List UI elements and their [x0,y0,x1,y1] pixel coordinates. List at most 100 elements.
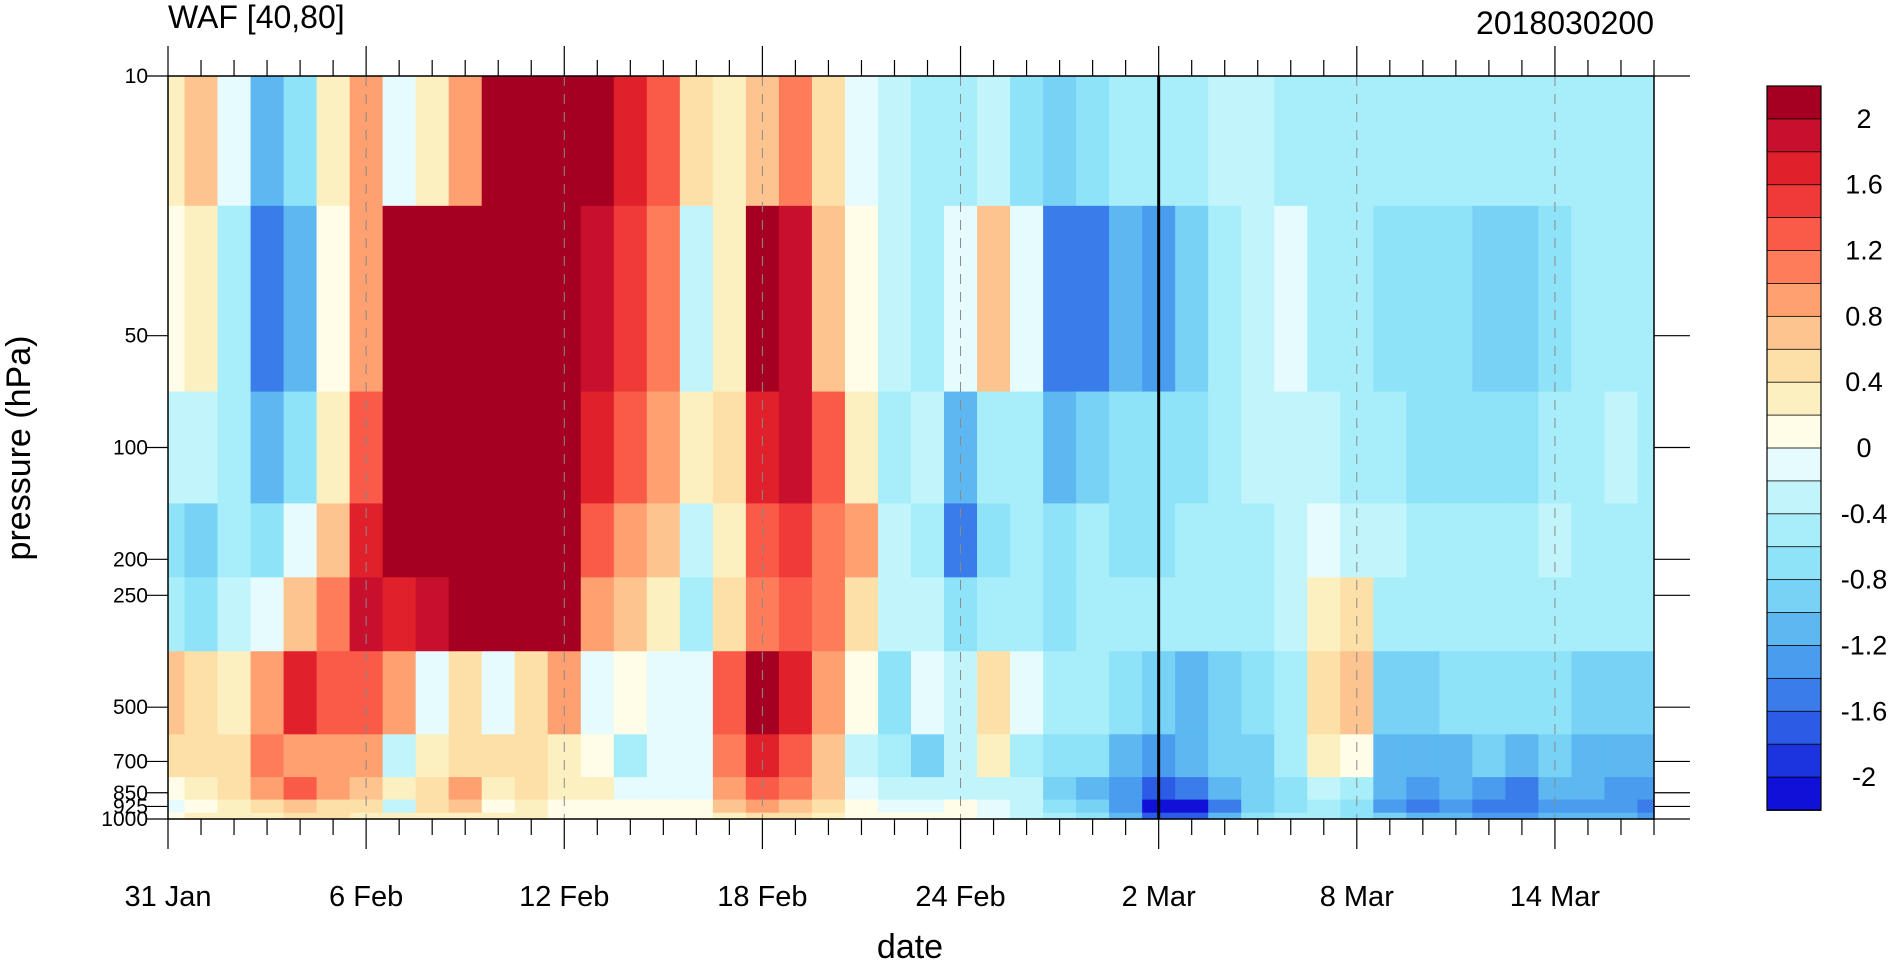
field-cell [580,734,615,778]
field-cell [1604,577,1639,652]
field-cell [1076,503,1110,578]
field-cell [844,76,879,207]
field-cell [316,812,351,820]
field-cell [1274,777,1308,801]
field-cell [646,205,681,393]
field-cell [316,76,351,207]
field-cell [1109,734,1143,778]
field-cell [1175,577,1209,652]
field-cell [1109,577,1143,652]
field-cell [349,799,384,814]
field-cell [877,577,912,652]
field-cell [1241,651,1275,735]
field-cell [1208,734,1242,778]
field-cell [1472,734,1506,778]
field-cell [168,503,186,578]
field-cell [1175,503,1209,578]
field-cell [1241,577,1275,652]
field-cell [1241,205,1275,393]
colorbar-swatch [1766,546,1822,581]
colorbar-label: 2 [1856,104,1871,134]
field-cell [415,734,450,778]
field-cell [778,777,813,801]
field-cell [844,391,879,505]
field-cell [1109,76,1143,207]
field-cell [580,812,615,820]
field-cell [168,812,186,820]
field-cell [811,799,846,814]
field-cell [1274,76,1308,207]
field-cell [1208,205,1242,393]
colorbar-swatch [1766,710,1822,746]
field-cell [944,799,978,814]
field-cell [382,734,417,778]
field-cell [184,205,219,393]
y-tick-label: 500 [113,696,148,719]
field-cell [679,503,714,578]
field-cell [250,812,285,820]
field-cell [217,503,252,578]
field-cell [877,503,912,578]
field-cell [911,799,945,814]
field-cell [1406,734,1440,778]
field-cell [1274,812,1308,820]
field-cell [1538,734,1573,778]
field-cell [1505,76,1540,207]
field-cell [1637,812,1655,820]
field-cell [712,812,747,820]
field-cell [745,734,780,778]
field-cell [382,503,417,578]
field-cell [745,799,780,814]
field-cell [168,577,186,652]
field-cell [514,799,549,814]
field-cell [778,391,813,505]
field-cell [811,812,846,820]
field-cell [1373,205,1407,393]
field-cell [977,651,1011,735]
field-cell [514,777,549,801]
field-cell [811,76,846,207]
field-cell [877,799,912,814]
field-cell [448,799,483,814]
field-cell [481,651,516,735]
field-cell [1274,503,1308,578]
field-cell [580,76,615,207]
y-axis-label: pressure (hPa) [0,336,38,561]
field-cell [1076,391,1110,505]
colorbar-label: 0 [1856,433,1871,463]
field-cell [844,577,879,652]
field-cell [1472,799,1506,814]
field-cell [250,577,285,652]
field-cell [613,391,648,505]
field-cell [1307,734,1341,778]
colorbar-swatch [1766,151,1822,186]
field-cell [1439,812,1473,820]
axes: 31 Jan 6 Feb 12 Feb 18 Feb 24 Feb 2 Mar 8 Mar 1… [101,46,1690,913]
field-cell [712,651,747,735]
field-cell [911,734,945,778]
field-cell [1406,391,1440,505]
field-cell [1307,651,1341,735]
field-cell [168,651,186,735]
field-cell [1043,651,1077,735]
field-cell [547,777,582,801]
field-cell [1538,799,1573,814]
x-tick-label: 18 Feb [717,881,807,913]
chart-subtitle: 2018030200 [1476,5,1654,41]
field-cell [1439,503,1473,578]
field-cell [448,205,483,393]
colorbar-label: 1.2 [1845,236,1883,266]
plot-area [168,76,1655,820]
field-cell [646,577,681,652]
field-cell [877,76,912,207]
field-cell [1439,76,1473,207]
x-tick-label: 31 Jan [124,881,211,913]
field-cell [1241,799,1275,814]
field-cell [1439,577,1473,652]
y-tick-label: 10 [125,65,148,88]
field-cell [646,391,681,505]
field-cell [184,812,219,820]
x-axis-label: date [877,928,943,961]
field-cell [316,503,351,578]
